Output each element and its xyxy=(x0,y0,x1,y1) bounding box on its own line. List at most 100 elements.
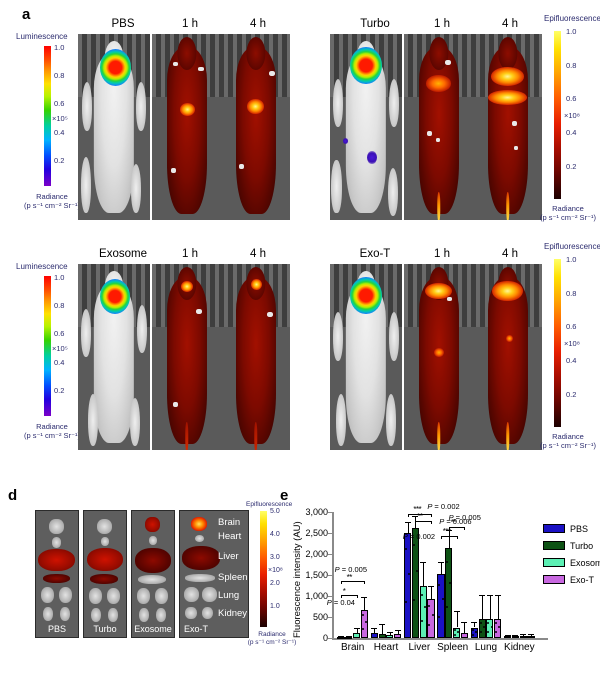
error-bar-cap xyxy=(494,595,501,597)
colorbar-title: Luminescence xyxy=(16,262,68,271)
time-label-1h-exosome: 1 h xyxy=(182,248,198,260)
mouse-forelimb-right xyxy=(389,78,400,127)
quadrant-pbs: Luminescence 1.0 0.8 0.6 ×10⁵ 0.4 0.2 Ra… xyxy=(0,18,290,223)
mouse-hindlimb-right xyxy=(387,167,398,217)
significance-bracket-tick xyxy=(448,527,450,531)
data-point xyxy=(420,593,423,596)
time-label-1h-pbs: 1 h xyxy=(182,18,198,30)
error-bar-cap xyxy=(371,628,378,630)
tissue-speck xyxy=(172,401,178,407)
luminescence-signal-minor xyxy=(342,138,348,144)
organ-label-brain: Brain xyxy=(218,517,241,528)
epi-mouse-4h xyxy=(221,264,290,450)
data-point xyxy=(471,629,474,632)
colorbar-footer: Radiance (p s⁻¹ cm⁻² Sr⁻¹) xyxy=(530,204,600,223)
data-point xyxy=(479,621,482,624)
colorbar-luminescence-exosome: Luminescence 1.0 0.8 0.6 ×10⁵ 0.4 0.2 Ra… xyxy=(16,262,88,448)
colorbar-tick-1: 1.0 xyxy=(54,43,65,52)
time-label-1h-turbo: 1 h xyxy=(434,18,450,30)
y-axis-tick-mark xyxy=(328,533,332,534)
mouse-body-epi xyxy=(418,47,459,215)
tail-signal xyxy=(505,192,510,220)
quadrant-exo-t: Exo-T 1 h 4 h xyxy=(300,242,600,453)
error-bar xyxy=(456,610,458,628)
mouse-forelimb-left xyxy=(332,312,343,361)
organ-strip-label: Exosome xyxy=(134,624,172,634)
organ-brain xyxy=(96,518,112,534)
bar xyxy=(345,636,353,639)
colorbar-footer: Radiance (p s⁻¹ cm⁻² Sr⁻¹) xyxy=(530,432,600,451)
colorbar-epifluorescence-turbo: Epifluorescence 1.0 0.8 0.6 ×10⁸ 0.4 0.2… xyxy=(540,14,600,229)
colorbar-tick-2: 0.8 xyxy=(54,71,65,80)
organ-liver xyxy=(182,546,221,571)
organ-label-liver: Liver xyxy=(218,551,239,562)
error-bar-cap xyxy=(412,516,419,518)
error-bar-cap xyxy=(361,597,368,599)
mouse-hindlimb-right xyxy=(386,394,397,447)
quadrant-title-exo-t: Exo-T xyxy=(359,248,391,260)
significance-stars: ** xyxy=(346,573,353,583)
luminescence-signal-brain xyxy=(99,48,132,87)
data-point xyxy=(457,631,460,634)
colorbar-tick-5: 0.2 xyxy=(566,162,577,171)
quadrant-title-pbs: PBS xyxy=(111,18,135,30)
y-axis-tick-label: 2,000 xyxy=(305,549,328,559)
bar xyxy=(504,636,512,639)
error-bar-cap xyxy=(445,529,452,531)
colorbar-tick-5: 1.0 xyxy=(270,603,280,610)
colorbar-tick-2: 0.8 xyxy=(566,289,577,298)
error-bar xyxy=(397,630,399,635)
significance-bracket xyxy=(415,521,432,523)
significance-bracket-tick xyxy=(340,594,342,598)
colorbar-tick-3: 0.6 xyxy=(566,94,577,103)
mouse-image-turbo-luminescence xyxy=(330,34,402,220)
error-bar xyxy=(389,631,391,635)
organ-strip-exo-t: Brain Heart Liver Spleen Lung Kidney Exo… xyxy=(179,510,249,638)
data-point xyxy=(474,631,477,634)
data-point xyxy=(438,615,441,618)
organ-kidney-left xyxy=(42,606,53,621)
mouse-hindlimb-left xyxy=(331,160,342,213)
tissue-speck xyxy=(445,60,452,66)
mouse-hindlimb-left xyxy=(88,394,99,447)
error-bar-cap xyxy=(420,562,427,564)
data-point xyxy=(495,631,498,634)
significance-bracket-tick xyxy=(364,581,366,585)
bar xyxy=(470,627,478,638)
significance-bracket-tick xyxy=(340,581,342,585)
epi-mouse-1h xyxy=(404,34,473,220)
y-axis-tick-mark xyxy=(328,596,332,597)
data-point xyxy=(482,626,485,629)
data-point xyxy=(441,598,444,601)
tissue-speck xyxy=(172,61,178,66)
data-point xyxy=(361,614,364,617)
hot-spot-head xyxy=(251,278,263,291)
mouse-forelimb-left xyxy=(80,308,91,357)
bar xyxy=(352,632,361,638)
colorbar-tick-4: 0.4 xyxy=(566,356,577,365)
colorbar-footer-line1: Radiance xyxy=(552,204,584,213)
colorbar-title: Epifluorescence xyxy=(544,242,600,251)
significance-p-value: P = 0.005 xyxy=(334,565,367,575)
colorbar-luminescence-pbs: Luminescence 1.0 0.8 0.6 ×10⁵ 0.4 0.2 Ra… xyxy=(16,32,88,218)
organ-brain xyxy=(190,517,208,532)
organ-kidney-right xyxy=(201,606,214,620)
error-bar-cap xyxy=(461,622,468,624)
data-point xyxy=(495,621,498,624)
colorbar-tick-4: 0.4 xyxy=(566,128,577,137)
colorbar-tick-4: 0.4 xyxy=(54,128,65,137)
y-axis-tick-mark xyxy=(328,617,332,618)
error-bar xyxy=(489,595,491,620)
hot-spot-head xyxy=(180,280,194,292)
hot-spot-abdomen xyxy=(506,334,513,343)
hot-spot-liver xyxy=(179,102,195,116)
significance-p-value: P = 0.006 xyxy=(439,517,472,527)
mouse-body-epi xyxy=(487,277,528,445)
error-bar-cap xyxy=(404,521,411,523)
colorbar-footer-line2: (p s⁻¹ cm⁻² Sr⁻¹) xyxy=(23,201,81,211)
significance-bracket-tick xyxy=(415,521,417,525)
organ-brain xyxy=(49,518,64,534)
colorbar-epifluorescence-exo-t: Epifluorescence 1.0 0.8 0.6 ×10⁸ 0.4 0.2… xyxy=(540,242,600,460)
data-point xyxy=(412,599,415,602)
data-point xyxy=(453,629,456,632)
